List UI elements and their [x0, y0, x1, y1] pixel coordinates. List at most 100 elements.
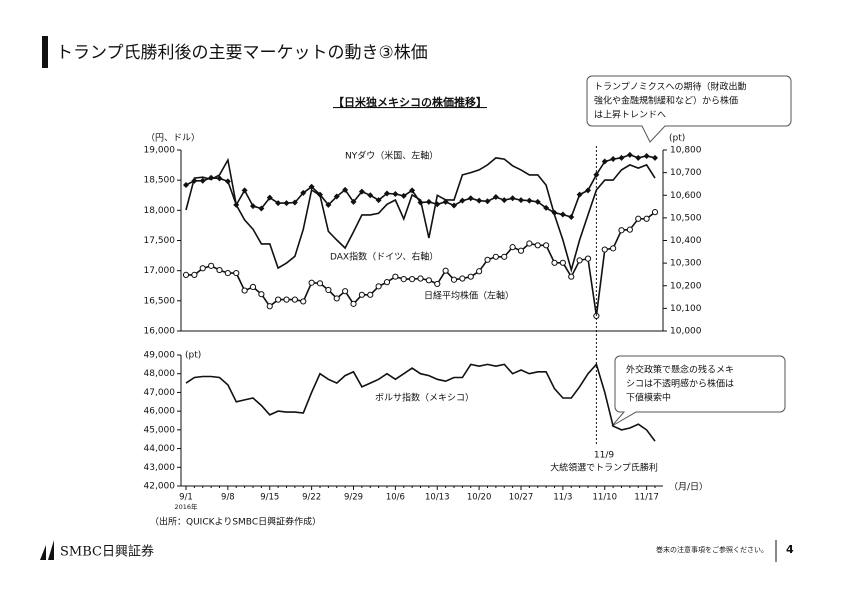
circle-marker — [275, 296, 282, 303]
circle-marker — [266, 303, 273, 310]
y-tick-label: 47,000 — [144, 388, 176, 398]
diamond-marker — [484, 198, 491, 205]
diamond-marker — [568, 213, 575, 220]
chart-heading: 【日米独メキシコの株価推移】 — [333, 95, 487, 109]
callout-box — [586, 75, 792, 143]
callout-box — [611, 355, 786, 427]
diamond-marker — [358, 188, 365, 195]
x-tick-label: 9/1 — [179, 493, 193, 503]
diamond-marker — [585, 187, 591, 194]
diamond-marker — [183, 181, 189, 188]
circle-marker — [233, 269, 240, 277]
series-label: ボルサ指数（メキシコ） — [375, 392, 474, 404]
diamond-marker — [601, 158, 608, 165]
circle-marker — [584, 255, 592, 262]
event-date: 11/9 — [594, 451, 614, 461]
circle-marker — [383, 279, 391, 286]
circle-marker — [551, 259, 558, 266]
series-line — [185, 362, 656, 442]
circle-marker — [191, 271, 198, 278]
circle-marker — [291, 296, 298, 303]
y-tick-label: 17,000 — [144, 266, 176, 276]
callout-text: 下値模索中 — [626, 392, 671, 404]
diamond-marker — [610, 156, 617, 163]
diamond-marker — [216, 175, 223, 182]
x-tick-label: 11/3 — [553, 493, 572, 503]
diamond-marker — [526, 197, 533, 204]
diamond-marker — [509, 195, 516, 202]
x-tick-label: 10/20 — [467, 493, 492, 503]
diamond-marker — [543, 204, 550, 211]
x-tick-label: 9/22 — [302, 493, 321, 503]
diamond-marker — [559, 211, 566, 218]
diamond-marker — [626, 151, 633, 158]
y-tick-label: 44,000 — [144, 444, 176, 454]
x-tick-label: 11/10 — [593, 493, 618, 503]
circle-marker — [258, 291, 265, 298]
diamond-marker — [367, 192, 374, 199]
diamond-marker — [291, 199, 298, 206]
circle-marker — [199, 265, 206, 272]
circle-marker — [300, 298, 307, 305]
circle-marker — [576, 257, 583, 264]
diamond-marker — [534, 198, 541, 205]
circle-marker — [501, 253, 508, 260]
diamond-marker — [266, 194, 273, 201]
y2-tick-label: 10,500 — [670, 213, 702, 223]
disclaimer: 巻末の注意事項をご参照ください。 — [656, 545, 768, 554]
circle-marker — [308, 279, 315, 286]
circle-marker — [216, 266, 223, 274]
circle-marker — [358, 291, 365, 298]
diamond-marker — [325, 201, 332, 208]
circle-marker — [249, 283, 257, 291]
diamond-marker — [501, 197, 508, 204]
diamond-marker — [275, 200, 282, 207]
y-tick-label: 45,000 — [144, 425, 176, 435]
x-tick-label: 9/29 — [344, 493, 363, 503]
circle-marker — [224, 269, 231, 277]
diamond-marker — [250, 203, 256, 210]
title-bar — [42, 36, 48, 68]
diamond-marker — [342, 186, 349, 193]
circle-marker — [342, 288, 349, 295]
y-tick-label: 16,000 — [144, 327, 176, 337]
diamond-marker — [308, 183, 315, 190]
diamond-marker — [199, 177, 206, 184]
y2-tick-label: 10,100 — [670, 304, 702, 314]
x-unit: （月/日） — [669, 482, 708, 493]
y-tick-label: 48,000 — [144, 369, 176, 379]
circle-marker — [526, 240, 533, 247]
callout-text: 強化や金融規制緩和など）から株価 — [594, 95, 738, 107]
source: （出所：QUICKよりSMBC日興証券作成） — [150, 516, 321, 528]
callout-text: 外交政策で懸念の残るメキ — [626, 364, 734, 376]
diamond-marker — [241, 187, 248, 194]
x-tick-label: 10/6 — [386, 493, 405, 503]
circle-marker — [484, 256, 491, 263]
circle-marker — [543, 242, 550, 249]
y-tick-label: 16,500 — [144, 296, 176, 306]
y2-tick-label: 10,200 — [670, 281, 702, 291]
logo-mark — [40, 540, 54, 560]
x-tick-label: 10/27 — [509, 493, 534, 503]
diamond-marker — [459, 197, 466, 204]
series-line — [185, 153, 656, 218]
diamond-marker — [409, 187, 416, 194]
page-number: 4 — [786, 543, 794, 556]
diamond-marker — [283, 200, 290, 207]
circle-marker — [392, 273, 399, 280]
callout-text: シコは不透明感から株価は — [626, 378, 734, 390]
y2-tick-label: 10,800 — [670, 146, 702, 156]
diamond-marker — [643, 153, 650, 160]
diamond-marker — [375, 197, 382, 204]
circle-marker — [241, 287, 248, 294]
y-tick-label: 42,000 — [144, 482, 176, 492]
diamond-marker — [224, 178, 231, 185]
y-tick-label: 17,500 — [144, 236, 176, 246]
circle-marker — [492, 253, 499, 260]
y2-tick-label: 10,700 — [670, 168, 702, 178]
y-tick-label: 19,000 — [144, 146, 176, 156]
diamond-marker — [451, 202, 457, 209]
circle-marker — [442, 267, 449, 274]
circle-marker — [459, 275, 466, 282]
circle-marker — [601, 246, 608, 253]
